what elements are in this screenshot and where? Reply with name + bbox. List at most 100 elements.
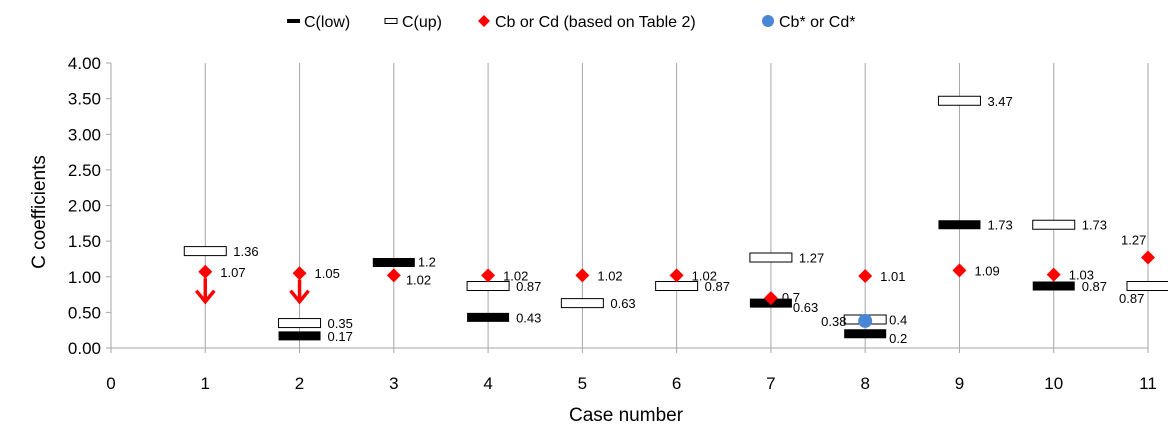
point-hollow-bar-case-2 [278,318,322,329]
data-label: 0.63 [610,296,635,311]
data-label: 1.05 [315,266,340,281]
legend-label: Cb* or Cd* [779,14,855,31]
legend-swatch [384,18,398,24]
arrow-head [289,289,310,305]
point-hollow-bar-case-9 [937,95,981,106]
x-tick-label: 9 [955,374,964,393]
data-marks: 0.17 1.2 0.43 0.63 0.2 1.73 0.87 1.36 0.35 0.87 0.… [183,94,1168,346]
point-filled-bar-case-3 [372,258,415,267]
down-arrow-case-1 [194,278,216,305]
data-label: 1.09 [974,263,999,278]
grid-lines [204,63,1149,348]
y-tick-label: 2.00 [68,197,101,216]
point-filled-bar-case-4 [467,312,510,322]
data-label: 0.7 [782,290,800,305]
x-tick-label: 4 [483,374,492,393]
x-axis-title: Case number [569,405,684,426]
data-label: 1.27 [799,251,824,266]
point-hollow-bar-case-10 [1032,219,1076,230]
data-label: 0.43 [516,310,541,325]
point-diamond-case-3 [386,268,401,283]
data-label: 0.63 [793,300,818,315]
point-diamond-case-2 [292,266,307,281]
data-label: 0.2 [889,331,907,346]
point-diamond-case-11 [1141,250,1155,265]
data-label: 1.36 [233,244,258,259]
data-label: 0.17 [328,329,353,344]
data-label: 1.02 [692,268,717,283]
x-tick-label: 2 [295,374,304,393]
legend-swatch [478,15,490,27]
point-filled-bar-case-8 [844,329,887,339]
data-label: 0.87 [1082,279,1107,294]
legend-label: Cb or Cd (based on Table 2) [495,14,696,31]
data-label: 1.02 [597,268,622,283]
data-label: 0.4 [889,313,907,328]
x-tick-label: 1 [201,374,210,393]
x-tick-label: 6 [672,374,681,393]
legend: C(low) C(up) Cb or Cd (based on Table 2) Cb… [287,14,855,31]
point-diamond-case-8 [858,269,873,284]
legend-item-2: C(up) [384,14,442,31]
point-filled-bar-case-10 [1032,281,1075,291]
data-label: 1.02 [503,268,528,283]
legend-swatch [762,15,774,27]
data-label: 1.02 [406,272,431,287]
x-tick-label: 7 [766,374,775,393]
data-label: 0.87 [1119,291,1144,306]
data-label: 1.03 [1069,268,1094,283]
y-tick-label: 3.00 [68,125,101,144]
series-3: 1.07 1.05 1.02 1.02 1.02 1.02 0.7 1.01 1.09 1.03 1… [198,233,1155,306]
series-4: 0.38 [821,313,873,329]
point-diamond-case-6 [669,268,684,283]
legend-label: C(up) [402,14,442,31]
y-tick-label: 0.50 [68,303,101,322]
point-diamond-case-10 [1046,267,1061,282]
data-label: 0.87 [705,279,730,294]
y-tick-label: 1.50 [68,232,101,251]
x-tick-label: 8 [860,374,869,393]
x-tick-label: 3 [389,374,398,393]
point-hollow-bar-case-5 [560,298,604,309]
legend-item-4: Cb* or Cd* [762,14,855,31]
axes: 0.00 0.50 1.00 1.50 2.00 2.50 3.00 3.50 4.00 0 1 2 3… [68,54,1157,393]
legend-item-1: C(low) [287,14,350,31]
down-arrow-case-2 [289,279,310,305]
data-label: 0.35 [328,316,353,331]
x-tick-label: 11 [1139,374,1157,393]
data-label: 1.2 [418,255,436,270]
x-tick-label: 0 [106,374,115,393]
y-axis-title: C coefficients [29,155,50,269]
y-tick-label: 2.50 [68,161,101,180]
point-diamond-case-5 [575,268,590,283]
point-circle-case-8 [858,313,873,328]
legend-item-3: Cb or Cd (based on Table 2) [478,14,696,31]
y-tick-label: 0.00 [68,339,101,358]
y-tick-label: 1.00 [68,268,101,287]
point-hollow-bar-case-7 [749,252,793,263]
data-label: 1.73 [1082,218,1107,233]
point-diamond-case-7 [763,291,778,306]
y-tick-label: 3.50 [68,90,101,109]
point-diamond-case-9 [952,263,967,278]
point-diamond-case-4 [481,268,496,283]
y-tick-label: 4.00 [68,54,101,73]
x-tick-label: 10 [1044,374,1063,393]
data-label: 1.27 [1121,233,1146,248]
point-hollow-bar-case-11 [1126,281,1168,292]
data-label: 1.73 [987,218,1012,233]
data-label: 3.47 [987,94,1012,109]
data-label: 1.07 [220,265,245,280]
data-label: 0.87 [516,279,541,294]
data-label: 0.38 [821,314,846,329]
point-filled-bar-case-2 [278,331,321,341]
arrow-head [194,289,216,305]
legend-label: C(low) [304,14,350,31]
legend-swatch [287,19,300,23]
data-label: 1.01 [880,269,905,284]
point-hollow-bar-case-1 [183,246,227,257]
point-diamond-case-1 [198,264,213,279]
point-filled-bar-case-9 [938,220,981,230]
x-tick-label: 5 [578,374,587,393]
